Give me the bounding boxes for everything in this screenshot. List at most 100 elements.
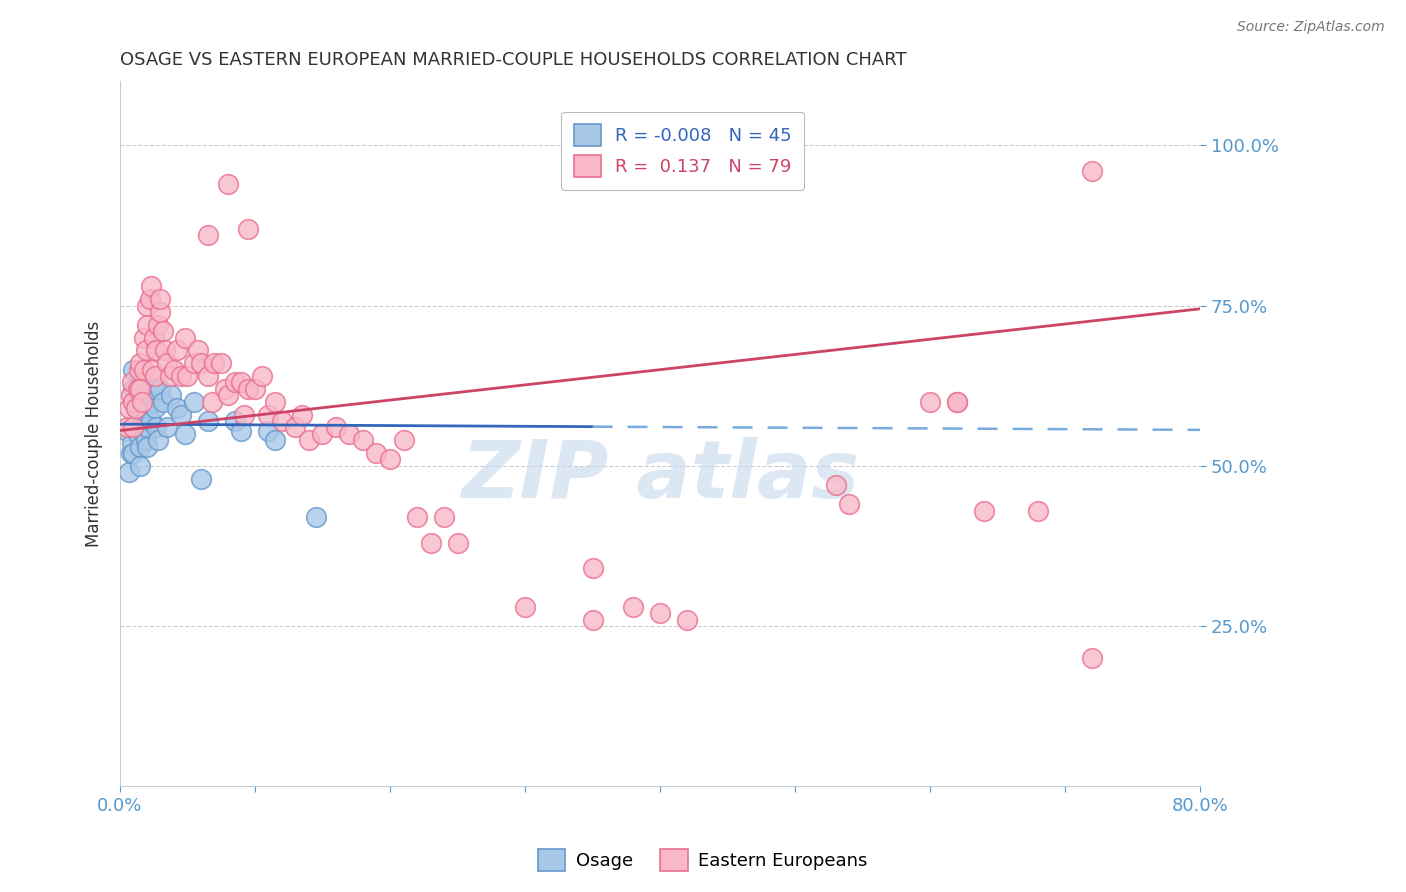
Point — [122, 362, 145, 376]
Point — [264, 433, 287, 447]
Point — [118, 401, 141, 416]
Point — [513, 599, 536, 614]
Point — [136, 420, 159, 434]
Point — [121, 436, 143, 450]
Point — [238, 221, 260, 235]
Point — [378, 452, 401, 467]
Point — [406, 510, 429, 524]
Point — [217, 388, 239, 402]
Point — [838, 497, 860, 511]
Point — [271, 414, 294, 428]
Point — [201, 394, 224, 409]
Point — [129, 420, 152, 434]
Point — [170, 369, 193, 384]
Point — [581, 613, 603, 627]
Point — [187, 343, 209, 358]
Point — [122, 446, 145, 460]
Point — [183, 356, 205, 370]
Point — [156, 420, 179, 434]
Point — [824, 478, 846, 492]
Point — [129, 458, 152, 473]
Point — [139, 414, 162, 428]
Point — [224, 376, 246, 390]
Point — [392, 433, 415, 447]
Legend: R = -0.008   N = 45, R =  0.137   N = 79: R = -0.008 N = 45, R = 0.137 N = 79 — [561, 112, 804, 190]
Point — [160, 388, 183, 402]
Point — [122, 420, 145, 434]
Point — [121, 376, 143, 390]
Point — [284, 420, 307, 434]
Point — [183, 394, 205, 409]
Point — [311, 426, 333, 441]
Text: OSAGE VS EASTERN EUROPEAN MARRIED-COUPLE HOUSEHOLDS CORRELATION CHART: OSAGE VS EASTERN EUROPEAN MARRIED-COUPLE… — [120, 51, 907, 69]
Point — [298, 433, 321, 447]
Point — [136, 440, 159, 454]
Point — [120, 388, 142, 402]
Point — [118, 465, 141, 479]
Point — [197, 228, 219, 243]
Point — [131, 382, 153, 396]
Point — [197, 414, 219, 428]
Legend: Osage, Eastern Europeans: Osage, Eastern Europeans — [531, 842, 875, 879]
Point — [1081, 651, 1104, 665]
Point — [1081, 164, 1104, 178]
Point — [366, 446, 388, 460]
Point — [190, 356, 212, 370]
Point — [621, 599, 644, 614]
Point — [145, 343, 167, 358]
Point — [127, 426, 149, 441]
Point — [214, 382, 236, 396]
Point — [122, 420, 145, 434]
Point — [204, 356, 226, 370]
Point — [233, 408, 256, 422]
Point — [325, 420, 347, 434]
Point — [224, 414, 246, 428]
Point — [190, 472, 212, 486]
Point — [128, 362, 150, 376]
Point — [250, 369, 273, 384]
Point — [125, 401, 148, 416]
Point — [173, 331, 195, 345]
Point — [238, 382, 260, 396]
Point — [129, 356, 152, 370]
Point — [136, 318, 159, 332]
Y-axis label: Married-couple Households: Married-couple Households — [86, 320, 103, 547]
Point — [122, 382, 145, 396]
Point — [134, 331, 156, 345]
Point — [1026, 503, 1049, 517]
Point — [946, 394, 969, 409]
Point — [173, 426, 195, 441]
Point — [145, 420, 167, 434]
Point — [581, 561, 603, 575]
Text: ZIP atlas: ZIP atlas — [461, 437, 859, 515]
Point — [446, 535, 468, 549]
Point — [122, 394, 145, 409]
Point — [264, 394, 287, 409]
Point — [136, 299, 159, 313]
Point — [257, 408, 280, 422]
Point — [243, 382, 266, 396]
Point — [352, 433, 374, 447]
Point — [142, 331, 165, 345]
Point — [163, 362, 186, 376]
Point — [159, 369, 181, 384]
Point — [433, 510, 456, 524]
Point — [152, 324, 174, 338]
Point — [973, 503, 995, 517]
Point — [149, 382, 172, 396]
Point — [946, 394, 969, 409]
Point — [176, 369, 198, 384]
Point — [141, 362, 163, 376]
Point — [122, 394, 145, 409]
Point — [134, 362, 156, 376]
Point — [131, 394, 153, 409]
Point — [129, 394, 152, 409]
Point — [129, 382, 152, 396]
Point — [170, 408, 193, 422]
Point — [149, 305, 172, 319]
Point — [231, 424, 253, 438]
Point — [134, 420, 156, 434]
Point — [305, 510, 328, 524]
Point — [146, 433, 169, 447]
Point — [115, 424, 138, 438]
